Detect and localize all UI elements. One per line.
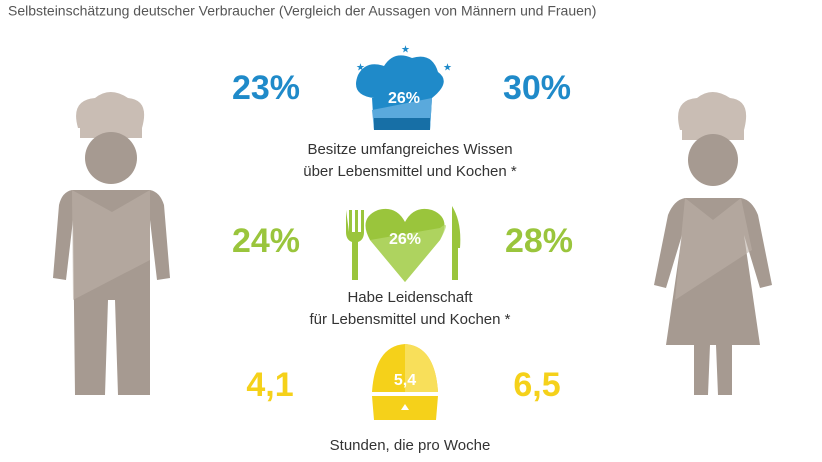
men-value: 23% bbox=[232, 69, 300, 107]
star: ★ bbox=[443, 63, 452, 74]
title: Selbsteinschätzung deutscher Verbraucher… bbox=[8, 3, 596, 19]
women-value: 28% bbox=[505, 222, 573, 260]
egg-timer-icon bbox=[372, 344, 438, 420]
row-label: Habe Leidenschaft bbox=[347, 289, 473, 306]
total-value: 5,4 bbox=[394, 372, 416, 389]
woman-figure bbox=[654, 92, 772, 395]
star: ★ bbox=[401, 45, 410, 56]
men-value: 24% bbox=[232, 222, 300, 260]
heart-icon bbox=[346, 206, 461, 282]
total-value: 26% bbox=[389, 231, 421, 248]
total-value: 26% bbox=[388, 90, 420, 107]
men-value: 4,1 bbox=[246, 366, 293, 404]
star: ★ bbox=[356, 63, 365, 74]
row-label: Besitze umfangreiches Wissen bbox=[307, 141, 512, 158]
row-label: Stunden, die pro Woche bbox=[330, 437, 491, 454]
women-value: 6,5 bbox=[513, 366, 560, 404]
row-label: über Lebensmittel und Kochen * bbox=[303, 163, 517, 180]
chef-hat-icon: ★ ★ ★ bbox=[356, 45, 452, 130]
row-label: für Lebensmittel und Kochen * bbox=[310, 311, 511, 328]
man-figure bbox=[53, 92, 170, 395]
women-value: 30% bbox=[503, 69, 571, 107]
